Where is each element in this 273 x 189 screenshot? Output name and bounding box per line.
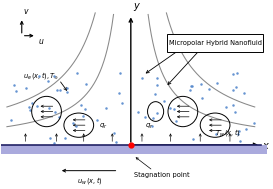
Text: Stagnation point: Stagnation point bbox=[134, 172, 190, 178]
Text: Micropolar Hybrid Nanofluid: Micropolar Hybrid Nanofluid bbox=[169, 40, 262, 46]
Text: $x$: $x$ bbox=[262, 141, 270, 151]
Text: $q_r$: $q_r$ bbox=[145, 122, 154, 131]
Text: $u_e\,(x,t),T_\infty$: $u_e\,(x,t),T_\infty$ bbox=[23, 70, 60, 81]
Text: $q_r$: $q_r$ bbox=[99, 122, 108, 131]
Text: $y$: $y$ bbox=[133, 1, 141, 13]
Bar bbox=[1, 145, 273, 154]
FancyBboxPatch shape bbox=[167, 34, 263, 52]
Text: $u_w\,(x,t)$: $u_w\,(x,t)$ bbox=[77, 175, 103, 186]
Text: $u$: $u$ bbox=[38, 37, 44, 46]
Text: $v$: $v$ bbox=[23, 7, 29, 16]
Text: $T_w\,(x,t)$: $T_w\,(x,t)$ bbox=[215, 127, 240, 138]
